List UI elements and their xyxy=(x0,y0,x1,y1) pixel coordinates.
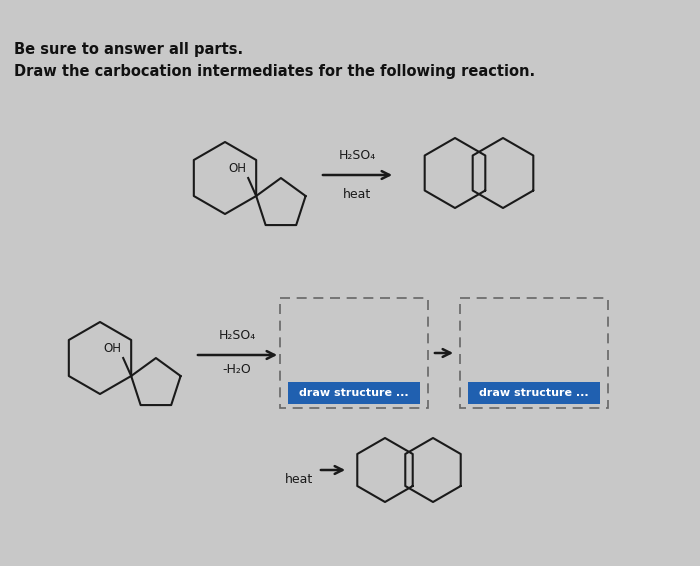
Text: draw structure ...: draw structure ... xyxy=(480,388,589,398)
Bar xyxy=(460,298,608,408)
Bar xyxy=(468,382,600,404)
Bar xyxy=(288,382,420,404)
Bar xyxy=(280,298,428,408)
Text: H₂SO₄: H₂SO₄ xyxy=(338,149,376,162)
Text: Be sure to answer all parts.: Be sure to answer all parts. xyxy=(14,42,243,57)
Text: heat: heat xyxy=(285,473,313,486)
Text: OH: OH xyxy=(228,162,246,175)
Text: draw structure ...: draw structure ... xyxy=(299,388,409,398)
Text: Draw the carbocation intermediates for the following reaction.: Draw the carbocation intermediates for t… xyxy=(14,64,535,79)
Text: -H₂O: -H₂O xyxy=(223,363,251,376)
Text: H₂SO₄: H₂SO₄ xyxy=(218,329,256,342)
Text: OH: OH xyxy=(103,342,121,355)
Text: heat: heat xyxy=(343,188,371,201)
